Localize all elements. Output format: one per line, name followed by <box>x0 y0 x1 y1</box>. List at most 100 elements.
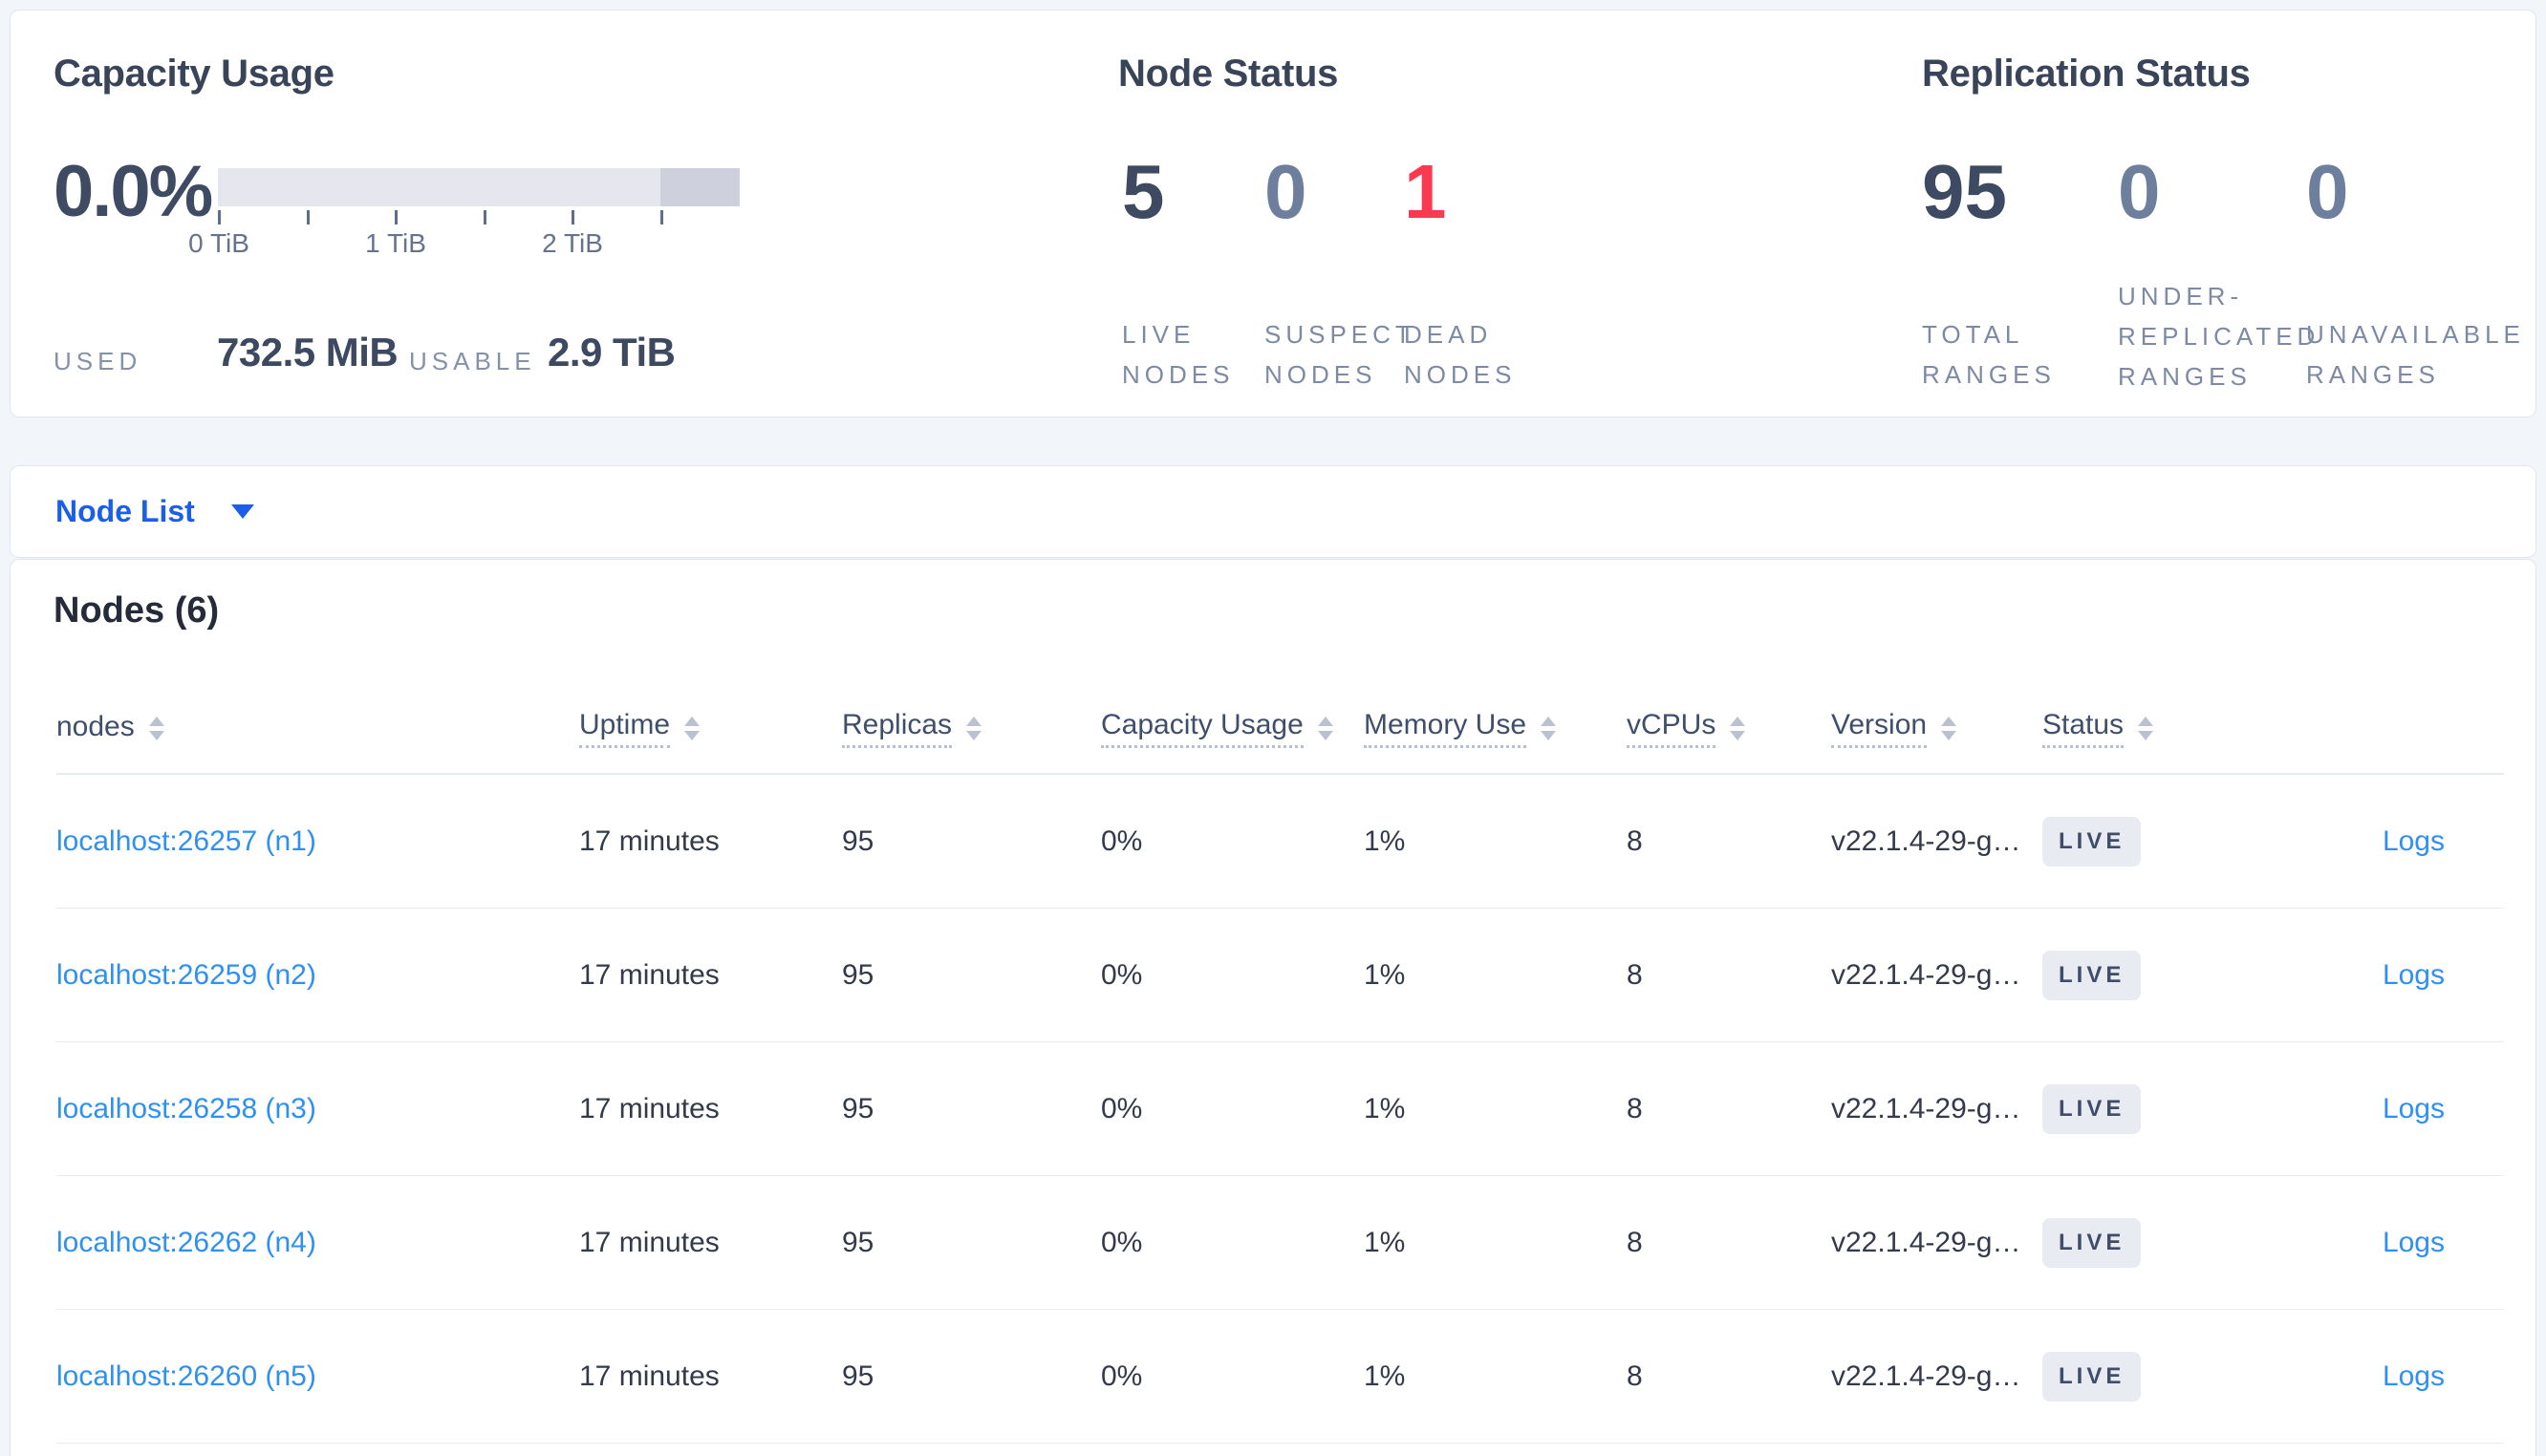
uptime-cell: 17 minutes <box>579 1226 720 1258</box>
memory-use-cell: 1% <box>1364 1092 1406 1124</box>
table-header-row: nodes Uptime Replicas Capacity Usage Mem… <box>56 684 2504 775</box>
axis-tick-label: 2 TiB <box>542 228 603 258</box>
vcpus-cell: 8 <box>1627 958 1643 991</box>
chevron-down-icon[interactable] <box>230 504 254 519</box>
capacity-usage-cell: 0% <box>1101 958 1143 991</box>
column-header-capacity-usage[interactable]: Capacity Usage <box>1101 709 1364 748</box>
replication-status-stat-2: 0 UNAVAILABLE RANGES <box>2306 11 2546 418</box>
logs-link[interactable]: Logs <box>2382 958 2445 991</box>
column-header-nodes[interactable]: nodes <box>56 711 579 747</box>
node-address-link[interactable]: localhost:26257 (n1) <box>56 824 316 857</box>
replication-status-stat-0: 95 TOTAL RANGES <box>1922 11 2209 418</box>
replication-status-stat-1: 0 UNDER- REPLICATED RANGES <box>2118 11 2405 418</box>
status-badge: LIVE <box>2042 1351 2142 1402</box>
uptime-cell: 17 minutes <box>579 1092 720 1124</box>
nodes-panel: Nodes (6) nodes Uptime Replicas Capacity… <box>10 559 2536 1456</box>
memory-use-cell: 1% <box>1364 824 1406 857</box>
table-row: localhost:26262 (n4) 17 minutes 95 0% 1%… <box>56 1176 2504 1310</box>
stat-value: 0 <box>1264 149 1307 234</box>
memory-use-cell: 1% <box>1364 1226 1406 1258</box>
table-row: localhost:26260 (n5) 17 minutes 95 0% 1%… <box>56 1310 2504 1444</box>
column-header-vcpus[interactable]: vCPUs <box>1627 709 1831 748</box>
table-body: localhost:26257 (n1) 17 minutes 95 0% 1%… <box>56 775 2504 1444</box>
sort-icon[interactable] <box>2138 717 2154 740</box>
node-address-link[interactable]: localhost:26259 (n2) <box>56 958 316 991</box>
memory-use-cell: 1% <box>1364 1360 1406 1392</box>
sort-icon[interactable] <box>148 717 164 740</box>
axis-tick <box>572 210 574 225</box>
axis-tick <box>306 210 310 225</box>
node-address-link[interactable]: localhost:26260 (n5) <box>56 1360 316 1392</box>
sort-icon[interactable] <box>684 717 701 740</box>
axis-tick-label: 1 TiB <box>365 228 426 258</box>
capacity-bar-reserved-segment <box>660 168 740 206</box>
node-status-title: Node Status <box>1118 53 1339 95</box>
capacity-usage-cell: 0% <box>1101 1092 1143 1124</box>
logs-link[interactable]: Logs <box>2382 824 2445 857</box>
column-header-replicas[interactable]: Replicas <box>842 709 1101 748</box>
stat-value: 5 <box>1122 149 1165 234</box>
replication-status-stats: 95 TOTAL RANGES 0 UNDER- REPLICATED RANGES 0 UNA… <box>11 11 2535 417</box>
logs-link[interactable]: Logs <box>2382 1360 2445 1392</box>
version-cell: v22.1.4-29-g… <box>1831 1092 2021 1124</box>
logs-link[interactable]: Logs <box>2382 1226 2445 1258</box>
uptime-cell: 17 minutes <box>579 824 720 857</box>
column-header-status[interactable]: Status <box>2042 709 2253 748</box>
logs-link[interactable]: Logs <box>2382 1092 2445 1124</box>
stat-label: TOTAL RANGES <box>1922 320 2056 389</box>
table-row: localhost:26258 (n3) 17 minutes 95 0% 1%… <box>56 1042 2504 1176</box>
axis-tick <box>483 210 486 225</box>
node-status-stat-1: 0 SUSPECT NODES <box>1264 11 1551 418</box>
axis-tick <box>218 210 221 225</box>
replicas-cell: 95 <box>842 1226 874 1258</box>
node-status-stat-0: 5 LIVE NODES <box>1122 11 1409 418</box>
stat-value: 95 <box>1922 149 2007 234</box>
sort-icon[interactable] <box>1541 717 1557 740</box>
sort-icon[interactable] <box>1941 717 1957 740</box>
nodes-table: nodes Uptime Replicas Capacity Usage Mem… <box>56 684 2504 1444</box>
stat-label: UNAVAILABLE RANGES <box>2306 320 2525 389</box>
table-row: localhost:26259 (n2) 17 minutes 95 0% 1%… <box>56 909 2504 1042</box>
node-address-link[interactable]: localhost:26262 (n4) <box>56 1226 316 1258</box>
node-list-dropdown[interactable]: Node List <box>55 494 195 528</box>
column-header-version[interactable]: Version <box>1831 709 2042 748</box>
status-badge: LIVE <box>2042 1083 2142 1134</box>
stat-label: SUSPECT NODES <box>1264 320 1415 389</box>
vcpus-cell: 8 <box>1627 824 1643 857</box>
capacity-usage-cell: 0% <box>1101 824 1143 857</box>
replicas-cell: 95 <box>842 824 874 857</box>
used-label: USED <box>54 347 142 375</box>
version-cell: v22.1.4-29-g… <box>1831 824 2021 857</box>
axis-tick-label: 0 TiB <box>188 228 249 258</box>
version-cell: v22.1.4-29-g… <box>1831 1226 2021 1258</box>
stat-label: DEAD NODES <box>1404 320 1517 389</box>
stat-label: LIVE NODES <box>1122 320 1235 389</box>
capacity-percent-value: 0.0% <box>54 151 213 232</box>
axis-tick <box>395 210 398 225</box>
column-header-uptime[interactable]: Uptime <box>579 709 842 748</box>
sort-icon[interactable] <box>966 717 982 740</box>
stat-value: 1 <box>1404 149 1447 234</box>
vcpus-cell: 8 <box>1627 1226 1643 1258</box>
stat-value: 0 <box>2118 149 2161 234</box>
node-status-stat-2: 1 DEAD NODES <box>1404 11 1691 418</box>
column-header-memory-use[interactable]: Memory Use <box>1364 709 1627 748</box>
uptime-cell: 17 minutes <box>579 958 720 991</box>
usable-label: USABLE <box>409 347 536 375</box>
capacity-usage-cell: 0% <box>1101 1360 1143 1392</box>
status-badge: LIVE <box>2042 1217 2142 1268</box>
sort-icon[interactable] <box>1317 717 1333 740</box>
uptime-cell: 17 minutes <box>579 1360 720 1392</box>
vcpus-cell: 8 <box>1627 1360 1643 1392</box>
replication-status-title: Replication Status <box>1922 53 2251 95</box>
node-address-link[interactable]: localhost:26258 (n3) <box>56 1092 316 1124</box>
version-cell: v22.1.4-29-g… <box>1831 958 2021 991</box>
sort-icon[interactable] <box>1730 717 1746 740</box>
usable-value: 2.9 TiB <box>548 330 676 375</box>
stat-label: UNDER- REPLICATED RANGES <box>2118 282 2320 391</box>
status-badge: LIVE <box>2042 950 2142 1000</box>
replicas-cell: 95 <box>842 1092 874 1124</box>
version-cell: v22.1.4-29-g… <box>1831 1360 2021 1392</box>
view-selector-bar: Node List <box>10 465 2536 558</box>
stat-value: 0 <box>2306 149 2349 234</box>
